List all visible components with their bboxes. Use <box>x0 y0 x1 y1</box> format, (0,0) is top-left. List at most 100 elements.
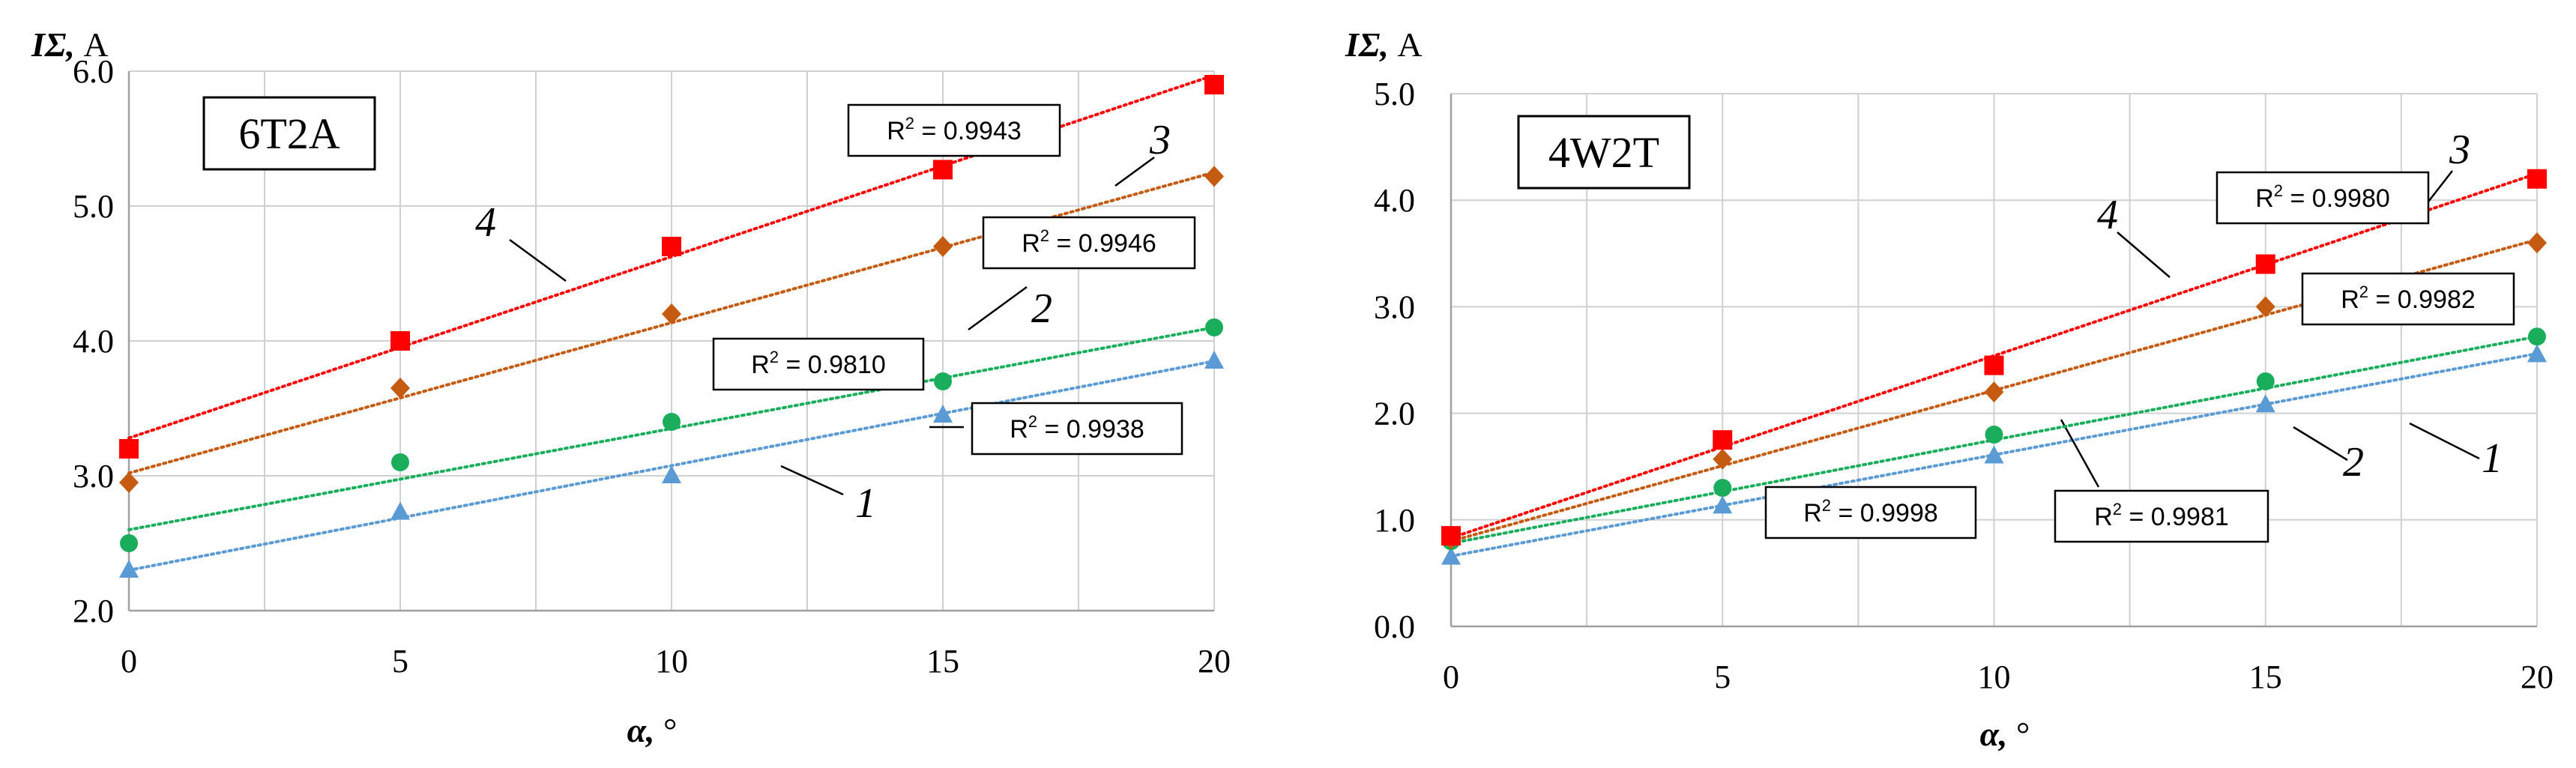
curve-number-3: 3 <box>1149 117 1171 163</box>
data-point-series-1 <box>119 560 139 578</box>
x-tick-label: 20 <box>1198 643 1231 680</box>
r2-label-series-3: R2 = 0.9982 <box>2341 282 2476 314</box>
x-tick-label: 15 <box>2249 659 2282 695</box>
data-point-series-4 <box>1984 355 2004 375</box>
r2-leader-line <box>2060 419 2100 488</box>
data-point-series-2 <box>1205 318 1223 336</box>
y-tick-label: 5.0 <box>73 188 114 225</box>
curve-number-4: 4 <box>475 199 496 246</box>
panel-title: 6T2A <box>238 109 340 158</box>
data-point-series-4 <box>933 160 953 180</box>
r2-box <box>971 402 1183 456</box>
data-point-series-1 <box>2255 394 2275 413</box>
panel-title-box <box>202 96 376 171</box>
r2-label-series-4: R2 = 0.9980 <box>2255 181 2390 213</box>
data-point-series-1 <box>662 465 681 483</box>
x-tick-label: 10 <box>655 643 688 680</box>
data-point-series-4 <box>662 237 681 256</box>
curve-number-1: 1 <box>2482 435 2503 482</box>
x-axis-title: α, ° <box>627 711 678 749</box>
x-tick-label: 5 <box>392 643 408 680</box>
curve-number-3: 3 <box>2449 127 2470 173</box>
x-axis-title-symbol: α, <box>627 711 655 749</box>
x-tick-label: 15 <box>926 643 959 680</box>
x-axis-title: α, ° <box>1980 715 2030 753</box>
data-point-series-1 <box>1441 546 1461 565</box>
r2-box <box>847 103 1061 157</box>
r2-box <box>2215 171 2430 225</box>
y-tick-label: 2.0 <box>1374 396 1415 432</box>
data-point-series-3 <box>1204 166 1224 187</box>
data-point-series-4 <box>1204 75 1224 94</box>
data-point-series-2 <box>2528 327 2546 346</box>
y-tick-label: 3.0 <box>1374 288 1415 325</box>
y-tick-label: 4.0 <box>73 323 114 360</box>
curve-leader-line <box>780 465 844 496</box>
r2-label-series-4: R2 = 0.9943 <box>887 114 1022 145</box>
data-point-series-2 <box>934 372 952 390</box>
data-point-series-3 <box>933 236 953 257</box>
data-point-series-1 <box>390 501 410 520</box>
data-point-series-3 <box>2255 296 2275 318</box>
curve-number-1: 1 <box>855 480 876 527</box>
r2-label-series-1: R2 = 0.9938 <box>1010 412 1144 444</box>
y-axis-title-symbol: IΣ, <box>1345 25 1389 64</box>
x-tick-label: 0 <box>1443 659 1459 695</box>
data-point-series-1 <box>933 405 953 423</box>
y-tick-label: 0.0 <box>1374 608 1415 645</box>
curve-leader-line <box>509 238 567 282</box>
r2-label-series-2: R2 = 0.9810 <box>751 348 886 379</box>
data-point-series-2 <box>120 534 138 552</box>
data-point-series-4 <box>390 331 410 351</box>
y-tick-label: 1.0 <box>1374 502 1415 539</box>
y-axis-title: IΣ, A <box>1345 25 1423 64</box>
curve-number-4: 4 <box>2097 192 2118 238</box>
curve-number-2: 2 <box>1031 285 1052 332</box>
data-point-series-4 <box>119 439 139 459</box>
data-point-series-3 <box>119 472 139 493</box>
data-point-series-1 <box>1204 351 1224 369</box>
r2-box <box>2301 272 2515 326</box>
y-tick-label: 3.0 <box>73 458 114 495</box>
r2-box <box>712 337 925 391</box>
data-point-series-3 <box>1713 448 1733 470</box>
curve-number-2: 2 <box>2343 439 2364 486</box>
r2-label-series-2: R2 = 0.9998 <box>1803 496 1938 527</box>
y-tick-label: 2.0 <box>73 593 114 629</box>
data-point-series-3 <box>1984 381 2004 403</box>
data-point-series-4 <box>2527 169 2547 189</box>
data-point-series-3 <box>390 378 410 399</box>
curve-leader-line <box>2117 232 2171 278</box>
r2-box <box>982 216 1196 270</box>
data-point-series-1 <box>1713 495 1733 514</box>
y-axis-title-unit: A <box>1389 25 1423 64</box>
r2-leader-line <box>1114 156 1155 187</box>
data-point-series-4 <box>2255 254 2275 274</box>
data-point-series-2 <box>1985 426 2003 444</box>
y-axis-title-unit: A <box>75 25 109 64</box>
r2-leader-line <box>968 285 1028 331</box>
x-tick-label: 5 <box>1714 659 1731 695</box>
x-axis-title-symbol: α, <box>1980 715 2008 753</box>
y-tick-label: 4.0 <box>1374 182 1415 219</box>
r2-box <box>2054 489 2269 543</box>
data-point-series-2 <box>663 413 681 431</box>
data-point-series-2 <box>391 453 409 471</box>
data-point-series-2 <box>1713 479 1732 498</box>
x-tick-label: 0 <box>121 643 137 680</box>
y-axis-title: IΣ, A <box>31 25 109 64</box>
y-axis-title-symbol: IΣ, <box>31 25 75 64</box>
data-point-series-2 <box>2256 372 2275 390</box>
r2-box <box>1764 486 1977 539</box>
curve-leader-line <box>2409 422 2480 460</box>
panel-title-box <box>1517 115 1691 190</box>
data-point-series-3 <box>662 303 681 324</box>
x-tick-label: 10 <box>1978 659 2011 695</box>
r2-label-series-3: R2 = 0.9946 <box>1022 226 1156 258</box>
panel-title: 4W2T <box>1548 128 1659 177</box>
data-point-series-3 <box>2527 232 2547 254</box>
y-tick-label: 5.0 <box>1374 76 1415 112</box>
